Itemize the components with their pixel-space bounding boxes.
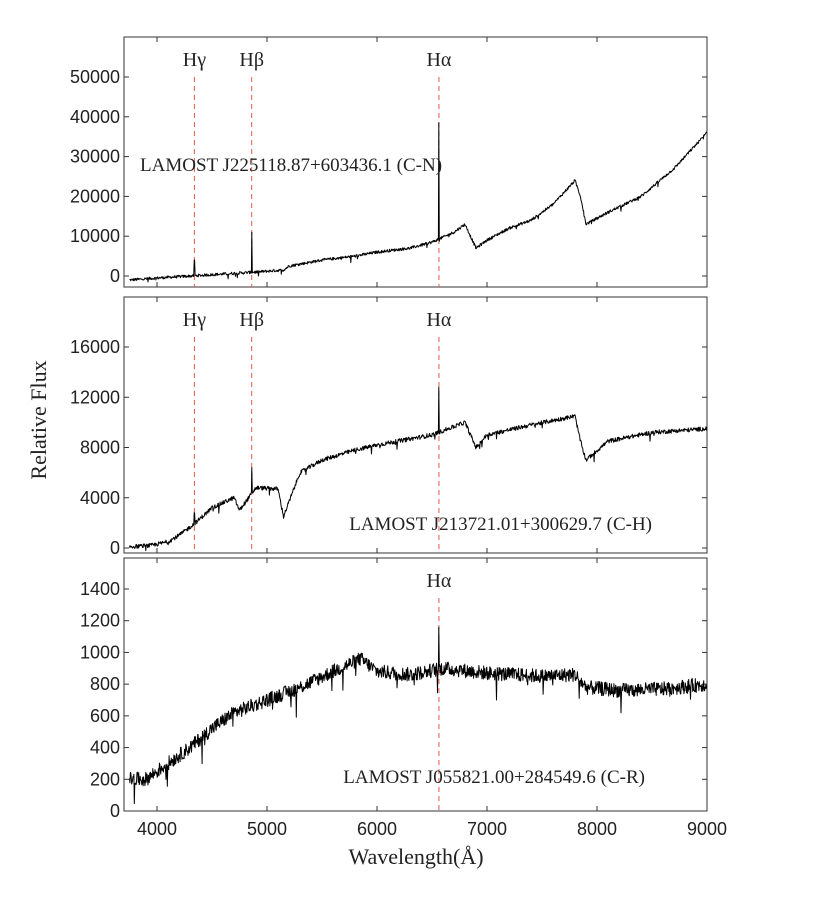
y-tick-label: 200 [90, 769, 120, 789]
emission-line-label: Hα [426, 309, 451, 331]
spectrum-line [129, 122, 707, 283]
x-axis-label: Wavelength(Å) [348, 844, 483, 869]
y-tick-label: 1400 [80, 579, 120, 599]
object-name: LAMOST J225118.87+603436.1 (C-N) [140, 155, 442, 176]
spectrum-line [129, 626, 707, 805]
spectrum-panel: 0 4000 8000 12000 16000 Hγ Hβ Hα LAMOST J213721.… [70, 296, 708, 558]
y-tick-label: 20000 [70, 186, 120, 206]
emission-line-label: Hγ [183, 49, 206, 71]
y-tick-label: 30000 [70, 147, 120, 167]
spectrum-panel: 0 10000 20000 30000 40000 50000 Hγ Hβ Hα LAMOST J… [70, 36, 708, 288]
y-tick-label: 1000 [80, 642, 120, 662]
spectrum-panel: 0 200 400 600 800 1000 1200 1400 4000 5000 6000 700… [80, 557, 727, 839]
y-tick-label: 8000 [80, 438, 120, 458]
y-tick-label: 0 [110, 538, 120, 558]
emission-line-label: Hβ [239, 49, 264, 71]
spectrum-line [129, 386, 707, 552]
plot-frame [123, 296, 708, 554]
y-axis-label: Relative Flux [26, 360, 51, 479]
y-tick-label: 16000 [70, 337, 120, 357]
y-tick-label: 12000 [70, 387, 120, 407]
object-name: LAMOST J055821.00+284549.6 (C-R) [343, 767, 645, 788]
object-name: LAMOST J213721.01+300629.7 (C-H) [349, 514, 652, 535]
x-tick-label: 5000 [247, 819, 287, 839]
y-tick-label: 800 [90, 674, 120, 694]
y-tick-label: 50000 [70, 67, 120, 87]
emission-line-label: Hα [426, 570, 451, 592]
y-tick-label: 0 [110, 801, 120, 821]
y-tick-label: 10000 [70, 226, 120, 246]
x-tick-label: 7000 [467, 819, 507, 839]
y-tick-label: 1200 [80, 611, 120, 631]
emission-line-label: Hγ [183, 309, 206, 331]
x-tick-label: 6000 [357, 819, 397, 839]
x-tick-label: 4000 [137, 819, 177, 839]
y-tick-label: 40000 [70, 107, 120, 127]
x-tick-label: 9000 [687, 819, 727, 839]
emission-line-label: Hβ [239, 309, 264, 331]
x-tick-label: 8000 [577, 819, 617, 839]
emission-line-label: Hα [426, 49, 451, 71]
plot-frame [123, 36, 708, 288]
y-tick-label: 400 [90, 738, 120, 758]
y-tick-label: 600 [90, 706, 120, 726]
y-tick-label: 0 [110, 266, 120, 286]
y-tick-label: 4000 [80, 488, 120, 508]
